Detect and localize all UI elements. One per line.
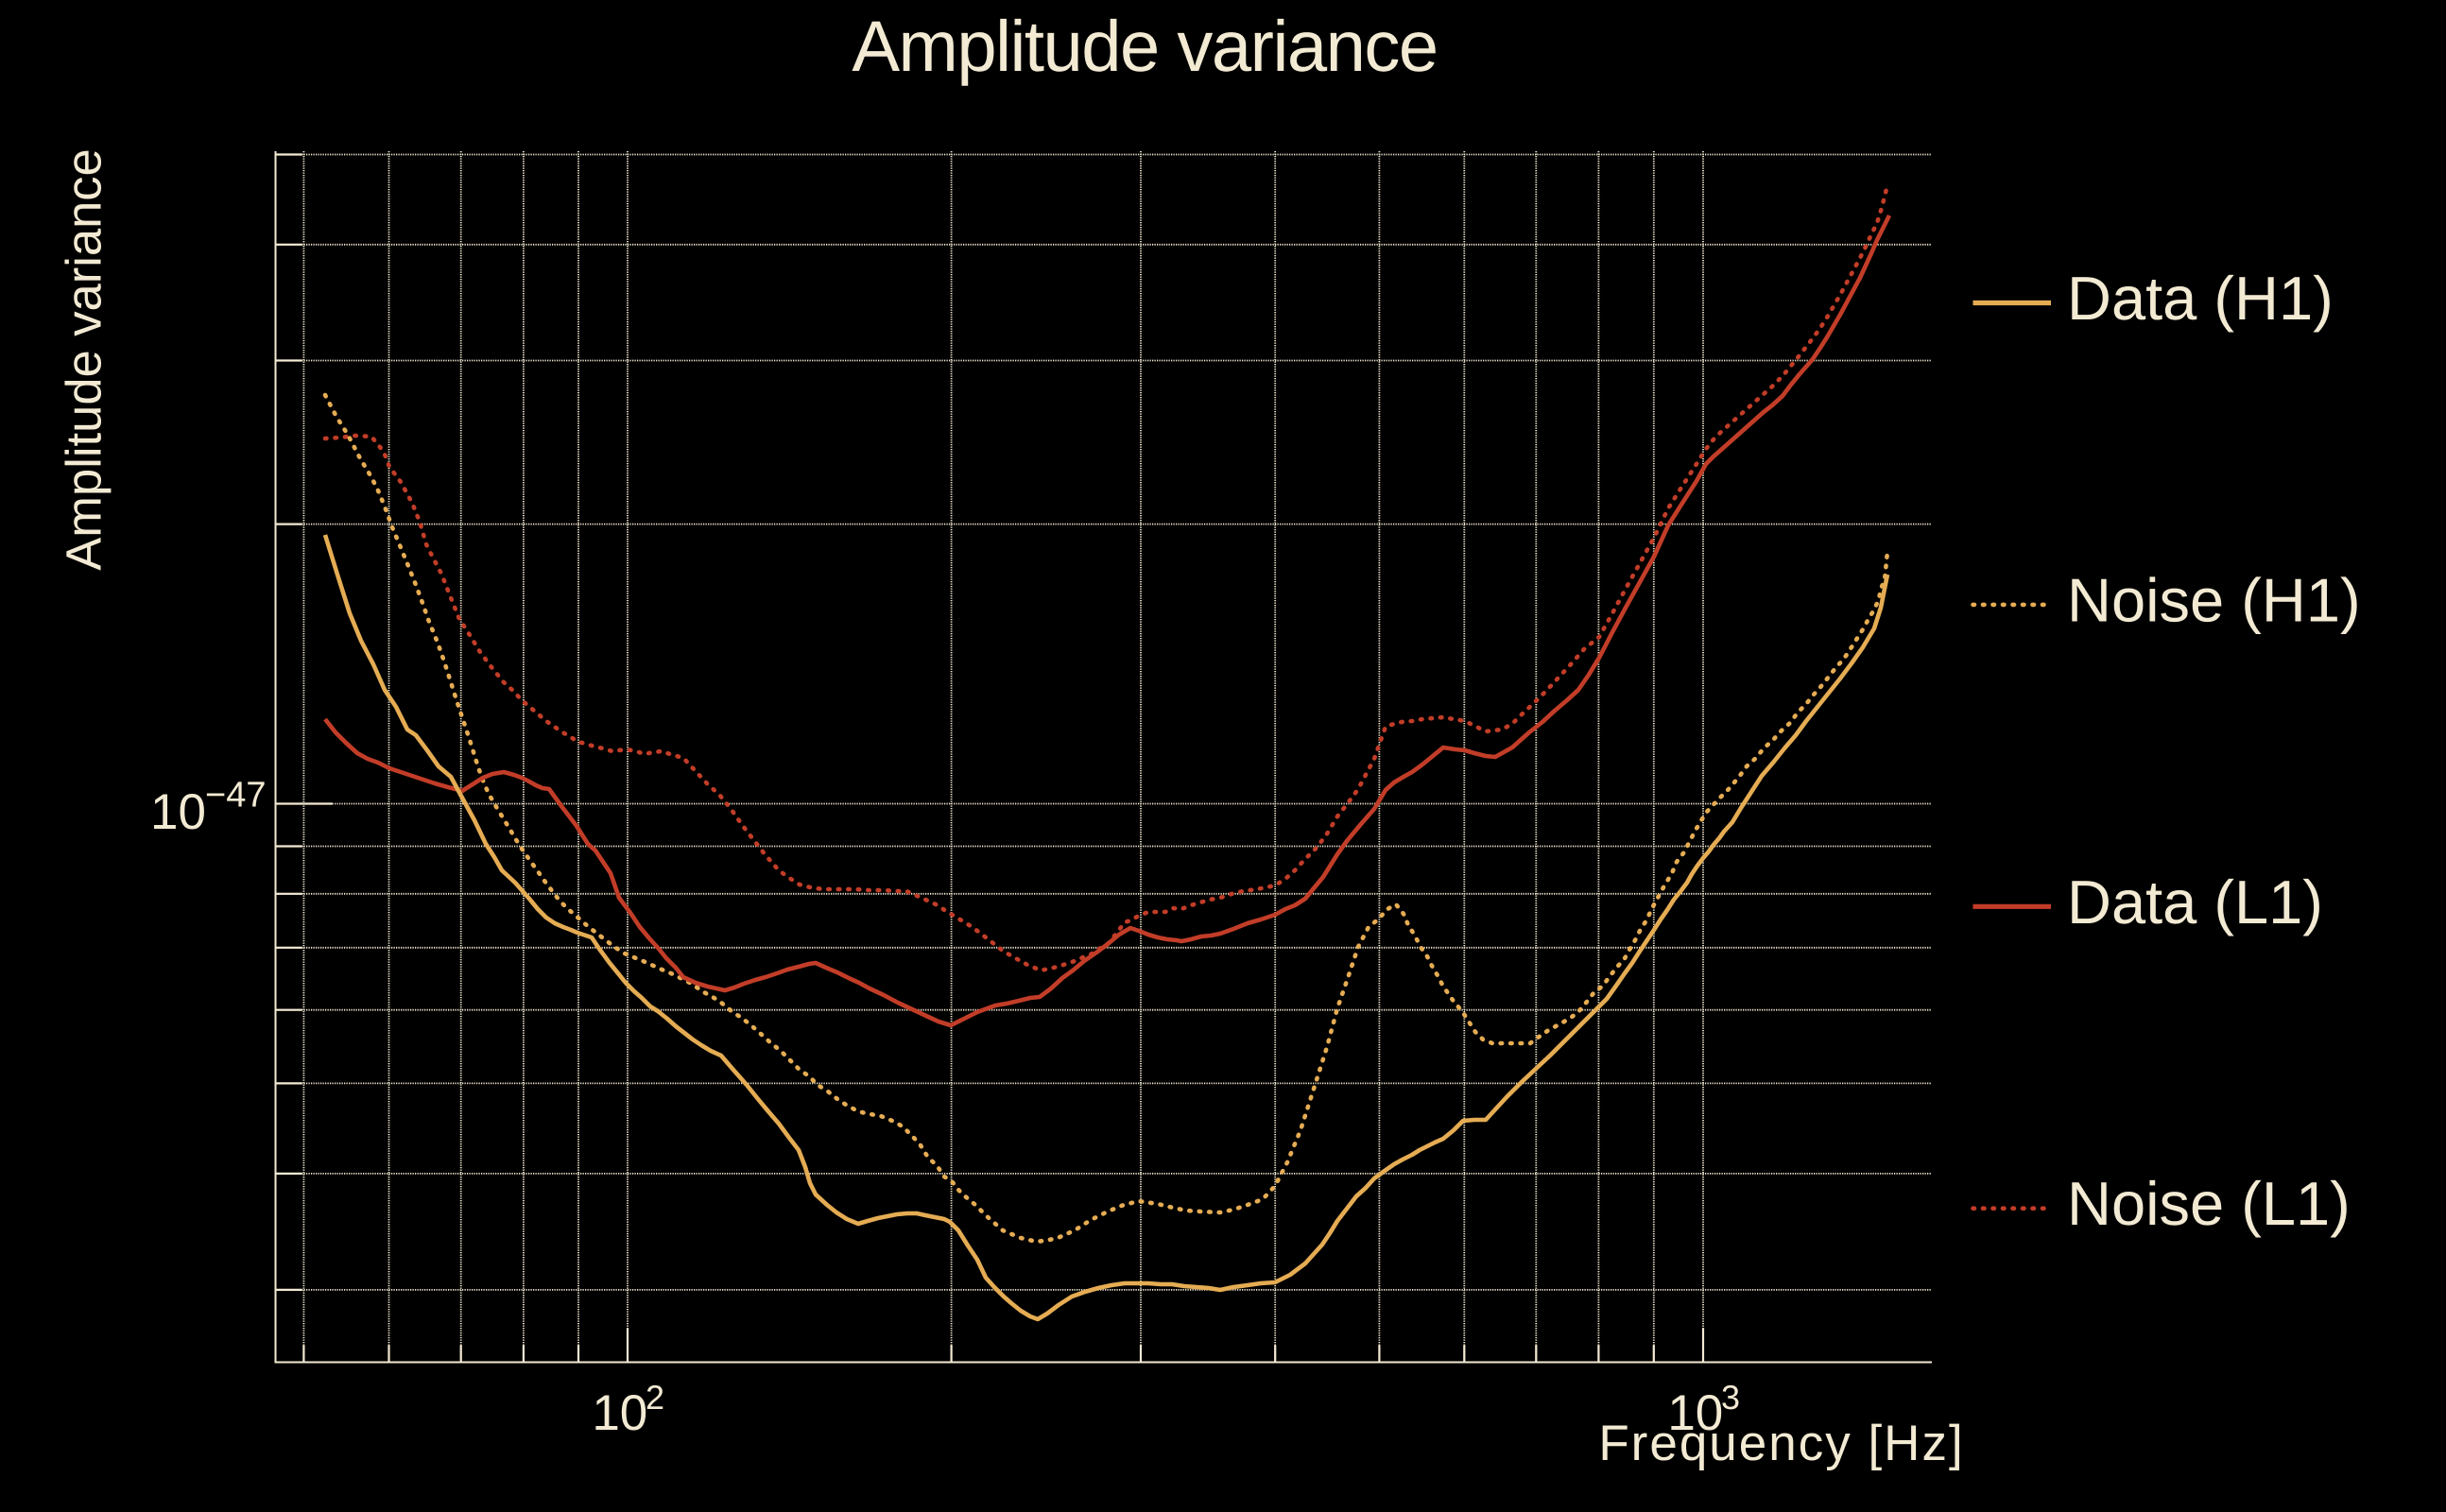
svg-text:10: 10 [592,1385,647,1441]
svg-text:3: 3 [1721,1378,1740,1417]
svg-text:Data (L1): Data (L1) [2067,868,2323,936]
svg-text:Noise (H1): Noise (H1) [2067,565,2361,634]
svg-text:Amplitude variance: Amplitude variance [56,148,112,570]
svg-text:2: 2 [646,1378,664,1417]
svg-text:Noise (L1): Noise (L1) [2067,1169,2351,1238]
svg-text:Data (H1): Data (H1) [2067,264,2334,333]
svg-text:Frequency [Hz]: Frequency [Hz] [1598,1416,1964,1471]
svg-text:10: 10 [1667,1385,1723,1441]
svg-text:−47: −47 [205,776,266,816]
svg-text:Amplitude variance: Amplitude variance [852,7,1437,87]
svg-text:10: 10 [150,784,206,840]
